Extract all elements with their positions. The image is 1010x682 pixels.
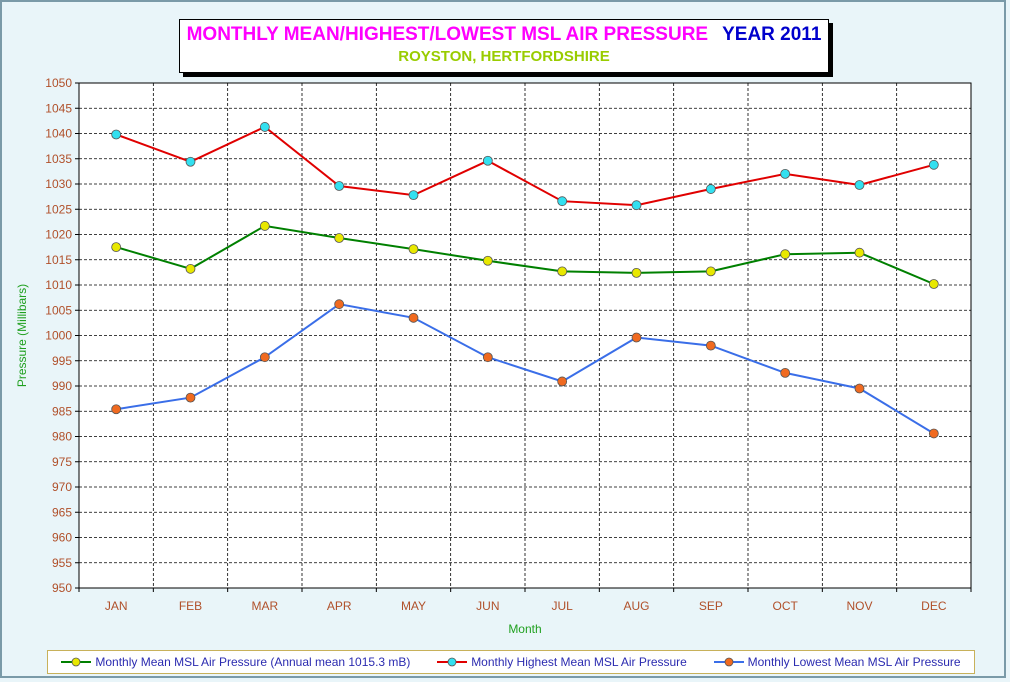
y-tick-label: 1025 (45, 202, 72, 216)
data-point (780, 249, 791, 260)
data-point (557, 376, 568, 387)
y-tick-label: 950 (52, 581, 72, 595)
data-point (780, 168, 791, 179)
legend-item-highest: Monthly Highest Mean MSL Air Pressure (437, 655, 687, 669)
data-point (334, 233, 345, 243)
y-tick-label: 980 (52, 430, 72, 444)
data-point (705, 340, 716, 351)
y-tick-label: 965 (52, 505, 72, 519)
y-tick-label: 1040 (45, 127, 72, 141)
y-tick-label: 960 (52, 531, 72, 545)
x-tick-label: JUN (476, 599, 499, 613)
data-point (854, 383, 865, 394)
data-point (334, 299, 345, 310)
x-tick-label: MAR (251, 599, 278, 613)
data-point (928, 428, 939, 439)
y-tick-label: 1015 (45, 253, 72, 267)
x-tick-label: JAN (105, 599, 128, 613)
chart-title: MONTHLY MEAN/HIGHEST/LOWEST MSL AIR PRES… (186, 24, 709, 45)
data-point (631, 332, 642, 343)
data-point (854, 180, 865, 190)
y-tick-label: 1035 (45, 152, 72, 166)
legend-label-lowest: Monthly Lowest Mean MSL Air Pressure (747, 655, 961, 669)
x-axis-title: Month (508, 622, 541, 636)
series-line-2 (116, 303, 935, 435)
data-point (259, 221, 270, 231)
series-line-0 (115, 224, 935, 285)
data-point (408, 244, 419, 255)
legend-marker-highest (437, 657, 468, 667)
y-tick-label: 970 (52, 480, 72, 494)
data-point (705, 184, 716, 194)
data-point (111, 404, 122, 415)
legend-marker-lowest (713, 657, 744, 667)
data-point (928, 279, 939, 289)
data-point (259, 352, 270, 363)
y-tick-label: 1045 (45, 101, 72, 115)
x-tick-label: SEP (699, 599, 723, 613)
series-line-1 (115, 125, 935, 207)
legend-label-mean: Monthly Mean MSL Air Pressure (Annual me… (95, 655, 411, 669)
data-point (185, 156, 196, 167)
data-point (334, 181, 345, 191)
y-tick-label: 1005 (45, 303, 72, 317)
data-point (408, 190, 419, 201)
x-tick-label: AUG (623, 599, 649, 613)
y-axis-title: Pressure (Millibars) (15, 284, 29, 387)
data-point (928, 159, 939, 170)
data-point (631, 267, 642, 278)
legend: Monthly Mean MSL Air Pressure (Annual me… (47, 650, 975, 674)
y-tick-label: 1010 (45, 278, 72, 292)
data-point (705, 266, 716, 277)
data-point (482, 255, 493, 266)
title-box: MONTHLY MEAN/HIGHEST/LOWEST MSL AIR PRES… (179, 19, 829, 73)
chart-subtitle: ROYSTON, HERTFORDSHIRE (398, 48, 610, 65)
data-point (111, 242, 122, 253)
y-tick-label: 1050 (45, 76, 72, 90)
y-tick-label: 975 (52, 455, 72, 469)
y-tick-label: 955 (52, 556, 72, 570)
title-line: MONTHLY MEAN/HIGHEST/LOWEST MSL AIR PRES… (180, 24, 828, 46)
data-point (557, 196, 568, 207)
x-tick-label: MAY (401, 599, 426, 613)
data-point (185, 263, 196, 274)
y-tick-label: 990 (52, 379, 72, 393)
data-point (111, 129, 122, 140)
line-chart: 950 955 960 965 970 975 980 985 990 995 1000 1005 10… (15, 76, 972, 636)
y-tick-label: 995 (52, 354, 72, 368)
data-point (854, 247, 865, 258)
x-tick-label: FEB (179, 599, 202, 613)
data-point (780, 367, 791, 378)
x-tick-label: APR (327, 599, 352, 613)
data-point (259, 122, 270, 132)
legend-label-highest: Monthly Highest Mean MSL Air Pressure (471, 655, 687, 669)
x-tick-label: DEC (921, 599, 947, 613)
y-tick-label: 985 (52, 404, 72, 418)
legend-item-mean: Monthly Mean MSL Air Pressure (Annual me… (61, 655, 410, 669)
y-tick-label: 1030 (45, 177, 72, 191)
data-point (482, 352, 493, 363)
data-point (408, 312, 419, 323)
data-point (482, 155, 493, 166)
x-tick-label: NOV (846, 599, 872, 613)
legend-marker-mean (61, 657, 92, 667)
chart-title-year: YEAR 2011 (722, 24, 822, 45)
data-point (631, 200, 642, 211)
data-point (557, 266, 568, 277)
y-tick-label: 1000 (45, 329, 72, 343)
x-tick-label: JUL (551, 599, 573, 613)
x-tick-label: OCT (772, 599, 798, 613)
data-point (185, 392, 196, 403)
legend-item-lowest: Monthly Lowest Mean MSL Air Pressure (713, 655, 961, 669)
y-tick-label: 1020 (45, 228, 72, 242)
